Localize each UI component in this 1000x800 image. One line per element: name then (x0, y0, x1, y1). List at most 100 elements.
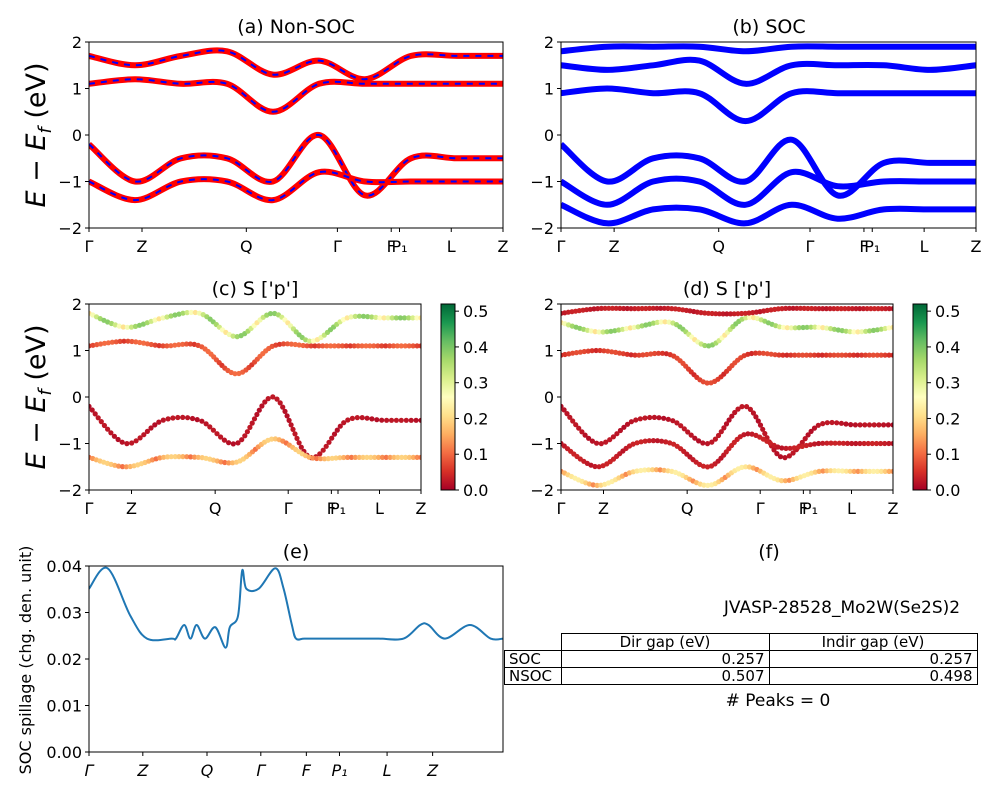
projection-point (627, 325, 633, 331)
projection-point (750, 410, 757, 416)
band-line-overlay (89, 49, 503, 81)
projection-point (115, 436, 121, 443)
projection-point (811, 425, 818, 431)
projection-point (869, 440, 875, 447)
projection-point (866, 422, 873, 428)
projection-point (819, 352, 825, 358)
projection-point (701, 482, 707, 488)
ytick-label: 0 (544, 388, 554, 407)
projection-point (144, 320, 150, 326)
projection-point (828, 468, 834, 474)
projection-point (704, 464, 711, 470)
projection-point (724, 311, 730, 317)
colorbar-tick-label: 0.2 (463, 409, 488, 428)
projection-point (775, 444, 781, 450)
projection-point (656, 415, 662, 421)
colorbar-tick-label: 0.3 (935, 374, 960, 393)
projection-point (803, 352, 810, 358)
projection-point (133, 339, 139, 345)
projection-point (277, 400, 283, 406)
projection-point (331, 431, 338, 437)
projection-point (804, 324, 810, 330)
projection-point (184, 310, 190, 316)
projection-point (383, 343, 389, 349)
projection-point (161, 454, 167, 460)
projection-point (408, 417, 414, 423)
projection-point (308, 343, 314, 349)
projection-point (337, 455, 343, 461)
projection-point (885, 422, 891, 428)
projection-point (365, 314, 371, 320)
projection-point (119, 464, 126, 470)
projection-point (136, 322, 143, 328)
projection-point (401, 315, 408, 321)
projection-point (678, 423, 684, 429)
projection-point (270, 394, 276, 400)
band-line-nonsoc (89, 76, 503, 115)
ytick-label: −1 (58, 435, 82, 454)
projection-point (296, 440, 302, 446)
gap-table: Dir gap (eV) Indir gap (eV) SOC 0.257 0.… (504, 633, 978, 685)
ytick-label: 1 (544, 80, 554, 99)
projection-point (873, 440, 880, 447)
projection-point (681, 426, 687, 432)
projection-point (172, 454, 178, 460)
projection-point (609, 305, 616, 311)
projection-point (180, 310, 186, 316)
spillage-ylabel: SOC spillage (chg. den. unit) (16, 546, 35, 775)
projection-point (359, 343, 365, 349)
projection-point (288, 422, 294, 428)
ytick-label: 2 (544, 295, 554, 314)
projection-point (402, 454, 409, 460)
projection-point (188, 309, 194, 315)
projection-point (379, 454, 385, 460)
colorbar-tick-label: 0.3 (463, 374, 488, 393)
projection-point (141, 432, 147, 438)
ytick-label: 2 (544, 33, 554, 52)
projection-point (637, 416, 643, 422)
projection-point (661, 467, 667, 473)
projection-point (655, 350, 662, 356)
projection-point (739, 310, 745, 317)
projection-point (823, 352, 829, 358)
projection-point (324, 343, 330, 349)
projection-point (317, 451, 323, 457)
energy-ylabel-mid: E − Ef (eV) (21, 325, 56, 470)
projection-point (831, 306, 837, 312)
projection-point (875, 306, 881, 312)
projection-point (561, 407, 567, 413)
projection-point (624, 421, 631, 427)
projection-point (800, 352, 806, 358)
projection-point (807, 442, 814, 448)
projection-point (726, 417, 732, 423)
projection-point (827, 306, 833, 312)
projection-point (296, 342, 302, 348)
projection-point (594, 440, 600, 446)
projection-point (812, 324, 818, 330)
projection-point (582, 432, 588, 438)
projection-point (808, 324, 814, 330)
projection-point (861, 440, 867, 447)
projection-point (704, 441, 711, 447)
projection-point (172, 342, 178, 348)
projection-point (665, 305, 671, 311)
projection-point (595, 306, 601, 312)
projection-point (649, 467, 656, 473)
projection-point (256, 407, 262, 413)
band-line-soc (561, 201, 976, 227)
projection-point (782, 478, 789, 484)
projection-point (731, 311, 737, 317)
projection-point (745, 431, 751, 437)
projection-point (764, 351, 770, 357)
projection-point (644, 351, 650, 358)
projection-point (286, 417, 292, 423)
projection-point (832, 440, 838, 446)
projection-point (98, 419, 104, 425)
projection-point (372, 454, 378, 460)
projection-point (800, 324, 806, 331)
projection-point (855, 329, 861, 335)
projection-point (771, 447, 777, 453)
projection-point (824, 420, 830, 426)
projection-point (180, 454, 186, 460)
panel-c-title: (c) S ['p'] (212, 278, 299, 300)
